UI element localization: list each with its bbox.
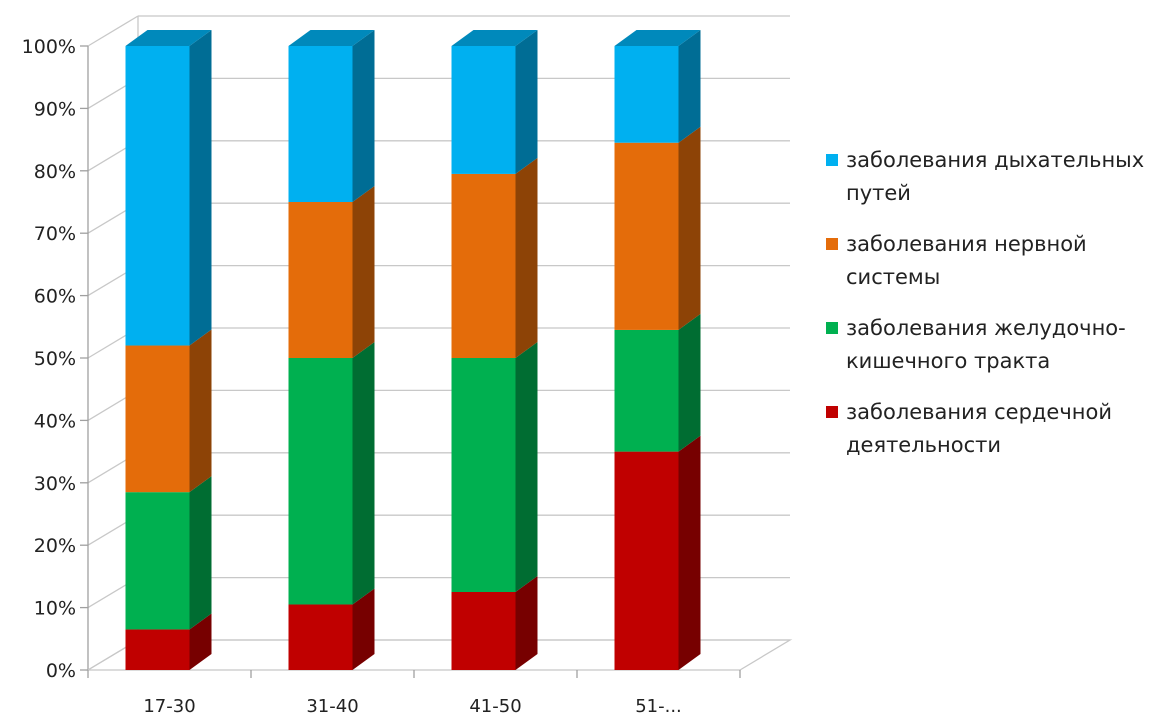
legend-item-nervous: заболевания нервной системы xyxy=(826,228,1171,294)
bar-segment-side xyxy=(515,157,538,358)
bar-segment-side xyxy=(678,435,701,670)
bar-group xyxy=(451,30,538,670)
bar-group xyxy=(125,30,212,670)
y-tick-label: 20% xyxy=(34,535,76,557)
bar-top xyxy=(614,30,701,46)
legend-swatch-respiratory xyxy=(826,154,838,166)
legend: заболевания дыхательных путей заболевани… xyxy=(826,144,1171,480)
y-tick-label: 60% xyxy=(34,286,76,308)
y-tick-label: 50% xyxy=(34,348,76,370)
bar-segment xyxy=(451,46,516,174)
bar-top xyxy=(125,30,212,46)
bar-segment-side xyxy=(352,342,375,605)
legend-label-nervous: заболевания нервной системы xyxy=(846,232,1087,289)
x-axis-categories: 17-30 31-40 41-50 51-... xyxy=(87,670,741,715)
bar-segment xyxy=(614,451,679,670)
bar-segment xyxy=(288,358,353,605)
chart-floor xyxy=(85,639,793,671)
y-tick-label: 90% xyxy=(34,98,76,120)
bar-group xyxy=(288,30,375,670)
x-category-label: 31-40 xyxy=(306,696,358,715)
legend-swatch-cardiac xyxy=(826,406,838,418)
legend-label-respiratory: заболевания дыхательных путей xyxy=(846,148,1145,205)
bar-segment-side xyxy=(678,126,701,330)
y-tick-label: 70% xyxy=(34,223,76,245)
bar-top xyxy=(451,30,538,46)
legend-item-cardiac: заболевания сердечной деятельности xyxy=(826,396,1171,462)
bar-top xyxy=(288,30,375,46)
gridline-diagonal xyxy=(87,15,139,47)
bars xyxy=(125,30,701,670)
bar-segment xyxy=(288,604,353,670)
legend-swatch-gastro xyxy=(826,322,838,334)
legend-item-respiratory: заболевания дыхательных путей xyxy=(826,144,1171,210)
x-category-label: 51-... xyxy=(635,696,682,715)
legend-swatch-nervous xyxy=(826,238,838,250)
bar-segment xyxy=(125,492,190,630)
bar-segment-side xyxy=(189,329,212,493)
x-category-label: 41-50 xyxy=(469,696,521,715)
bar-segment-side xyxy=(515,30,538,174)
bar-segment-side xyxy=(515,342,538,592)
bar-segment-side xyxy=(515,576,538,670)
bar-segment xyxy=(614,142,679,330)
bar-segment xyxy=(451,358,516,592)
bar-segment-side xyxy=(189,30,212,346)
x-category-label: 17-30 xyxy=(143,696,195,715)
bar-segment-side xyxy=(189,476,212,630)
bar-segment xyxy=(451,592,516,670)
bar-segment-side xyxy=(352,588,375,670)
bar-segment xyxy=(614,329,679,452)
legend-item-gastro: заболевания желудочно-кишечного тракта xyxy=(826,312,1171,378)
y-tick-label: 100% xyxy=(22,36,76,58)
bar-segment xyxy=(125,345,190,493)
bar-segment-side xyxy=(352,186,375,358)
bar-segment-side xyxy=(678,30,701,143)
y-axis-ticks: 0% 10% 20% 30% 40% 50% 60% 70% 80% 90% 100% xyxy=(22,36,88,682)
bar-segment xyxy=(288,202,353,358)
bar-segment xyxy=(125,46,190,346)
y-tick-label: 10% xyxy=(34,598,76,620)
y-tick-label: 30% xyxy=(34,473,76,495)
y-tick-label: 40% xyxy=(34,410,76,432)
bar-segment xyxy=(125,629,190,670)
y-tick-label: 0% xyxy=(46,660,76,682)
bar-segment xyxy=(451,173,516,358)
bar-segment-side xyxy=(678,313,701,452)
bar-segment xyxy=(614,46,679,143)
legend-label-gastro: заболевания желудочно-кишечного тракта xyxy=(846,316,1126,373)
bar-segment xyxy=(288,46,353,202)
bar-segment-side xyxy=(352,30,375,202)
y-tick-label: 80% xyxy=(34,161,76,183)
legend-label-cardiac: заболевания сердечной деятельности xyxy=(846,400,1112,457)
bar-segment-side xyxy=(189,613,212,670)
bar-group xyxy=(614,30,701,670)
